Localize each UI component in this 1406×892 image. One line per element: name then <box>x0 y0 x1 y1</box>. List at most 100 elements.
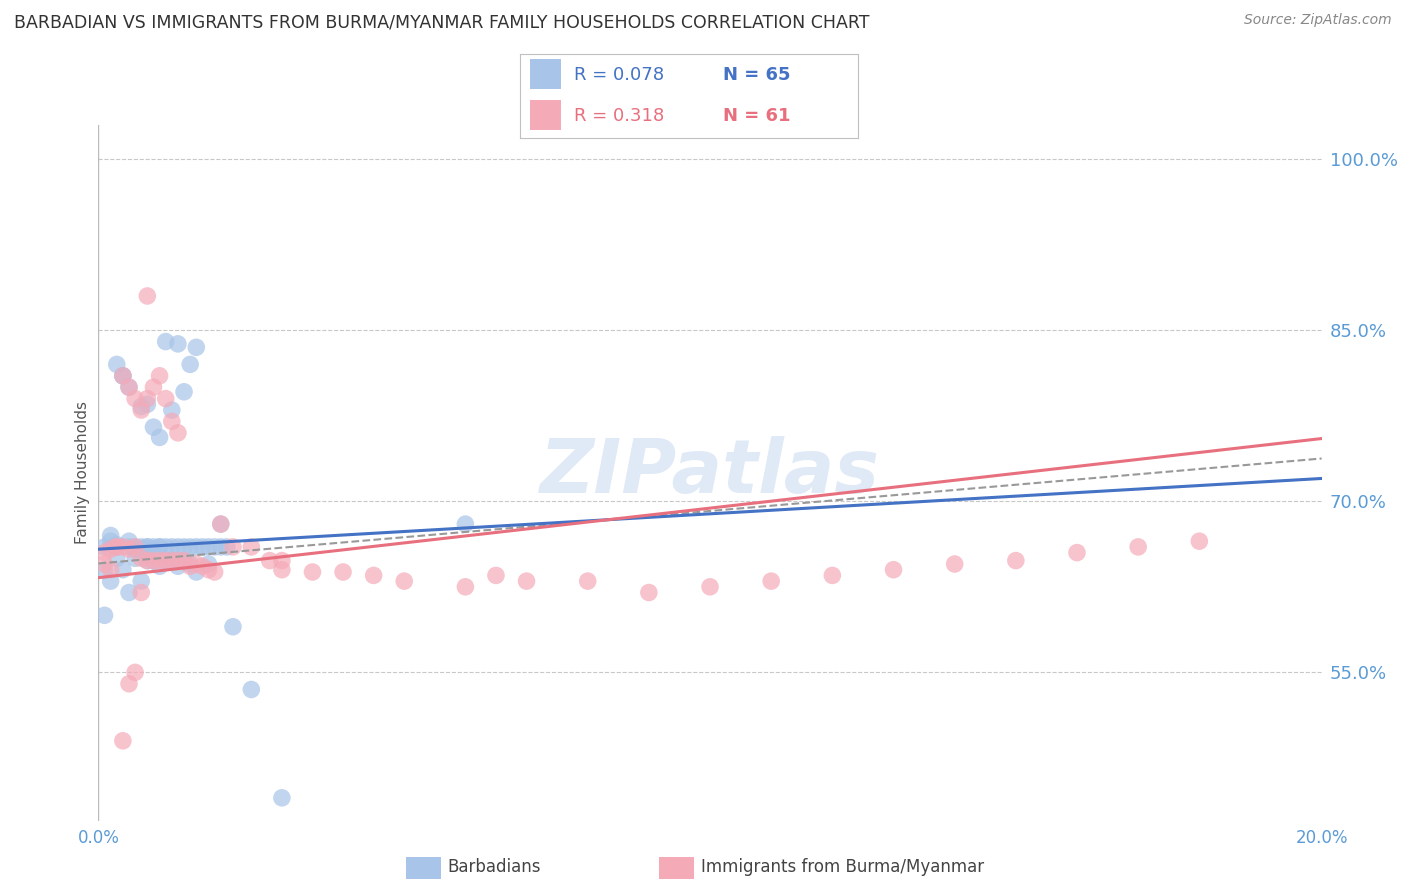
Point <box>173 553 195 567</box>
Point <box>155 540 177 554</box>
Point <box>1004 553 1026 567</box>
Point <box>197 540 219 554</box>
Point <box>136 397 159 411</box>
Point <box>516 574 538 588</box>
Point <box>270 553 292 567</box>
Point <box>1188 534 1211 549</box>
Point <box>111 368 134 383</box>
Point <box>209 540 232 554</box>
Point <box>118 677 141 691</box>
Point <box>454 517 477 532</box>
Bar <box>406 856 441 879</box>
Point <box>179 540 201 554</box>
Point <box>215 540 238 554</box>
Point <box>124 542 146 557</box>
Point <box>191 540 214 554</box>
Point <box>160 553 183 567</box>
Point <box>142 553 165 567</box>
Text: R = 0.318: R = 0.318 <box>574 107 665 125</box>
Bar <box>530 60 561 89</box>
Point <box>173 384 195 399</box>
Point <box>129 400 152 414</box>
Point <box>100 574 122 588</box>
Point <box>129 542 152 557</box>
Point <box>149 559 172 574</box>
Point <box>105 540 128 554</box>
Point <box>259 553 281 567</box>
Point <box>93 540 115 554</box>
Point <box>392 574 416 588</box>
Point <box>136 392 159 406</box>
Point <box>100 528 122 542</box>
Point <box>943 557 966 571</box>
Point <box>209 517 232 532</box>
Text: ZIPatlas: ZIPatlas <box>540 436 880 509</box>
Point <box>759 574 782 588</box>
Point <box>105 358 128 372</box>
Text: N = 61: N = 61 <box>723 107 790 125</box>
Point <box>118 585 141 599</box>
Point <box>136 540 159 554</box>
Point <box>100 534 122 549</box>
Point <box>136 289 159 303</box>
Point <box>142 420 165 434</box>
Point <box>142 540 165 554</box>
Point <box>173 553 195 567</box>
Point <box>111 368 134 383</box>
Point <box>270 790 292 805</box>
Point <box>332 565 354 579</box>
Point <box>1128 540 1150 554</box>
Point <box>167 559 190 574</box>
Bar <box>659 856 695 879</box>
Point <box>142 553 165 567</box>
Point <box>93 546 115 560</box>
Point <box>454 580 477 594</box>
Point <box>118 542 141 557</box>
Point <box>129 540 152 554</box>
Point <box>124 665 146 680</box>
Point <box>186 340 208 354</box>
Bar <box>530 100 561 130</box>
Point <box>222 540 245 554</box>
Point <box>160 553 183 567</box>
Point <box>129 403 152 417</box>
Point <box>111 563 134 577</box>
Point <box>186 565 208 579</box>
Point <box>186 540 208 554</box>
Point <box>160 540 183 554</box>
Point <box>699 580 721 594</box>
Point <box>301 565 323 579</box>
Point <box>105 551 128 566</box>
Point <box>179 557 201 571</box>
Point <box>124 551 146 566</box>
Point <box>149 540 172 554</box>
Point <box>111 368 134 383</box>
Point <box>191 559 214 574</box>
Point <box>105 540 128 554</box>
Point <box>149 368 172 383</box>
Point <box>100 563 122 577</box>
Point <box>111 733 134 747</box>
Point <box>637 585 661 599</box>
Point <box>149 553 172 567</box>
Point <box>105 540 128 554</box>
Point <box>118 380 141 394</box>
Point <box>155 334 177 349</box>
Point <box>270 563 292 577</box>
Point <box>179 358 201 372</box>
Point <box>111 540 134 554</box>
Point <box>93 557 115 571</box>
Point <box>197 557 219 571</box>
Point <box>821 568 844 582</box>
Point <box>100 542 122 557</box>
Point <box>197 563 219 577</box>
Text: Source: ZipAtlas.com: Source: ZipAtlas.com <box>1244 13 1392 28</box>
Text: Barbadians: Barbadians <box>447 858 541 877</box>
Point <box>142 380 165 394</box>
Point <box>222 620 245 634</box>
Point <box>240 682 263 697</box>
Point <box>1066 546 1088 560</box>
Point <box>576 574 599 588</box>
Point <box>155 392 177 406</box>
Point <box>136 553 159 567</box>
